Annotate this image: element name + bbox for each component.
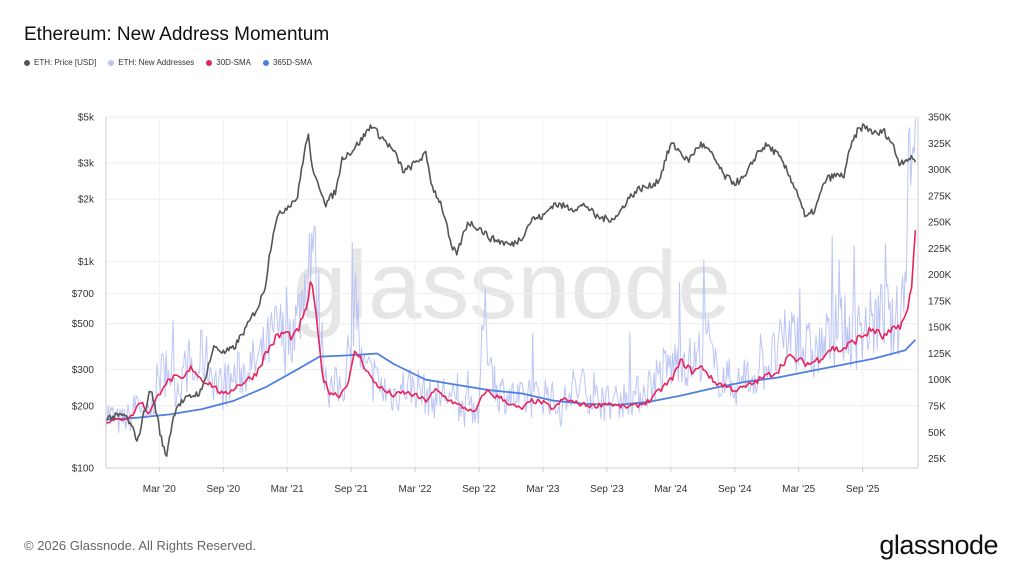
y-left-tick-label: $100 xyxy=(72,464,95,475)
y-left-tick-label: $2k xyxy=(78,195,95,206)
x-tick-label: Mar '20 xyxy=(143,484,176,495)
chart-legend: ETH: Price [USD] ETH: New Addresses 30D-… xyxy=(24,58,312,67)
watermark-text: glassnode xyxy=(293,232,731,339)
x-tick-label: Mar '22 xyxy=(399,484,432,495)
y-left-tick-label: $3k xyxy=(78,158,95,169)
x-tick-label: Sep '25 xyxy=(846,484,880,495)
y-right-tick-label: 275K xyxy=(928,191,952,202)
chart-title: Ethereum: New Address Momentum xyxy=(24,24,330,45)
x-tick-label: Sep '21 xyxy=(334,484,368,495)
y-right-tick-label: 50K xyxy=(928,428,946,439)
y-right-tick-label: 75K xyxy=(928,401,946,412)
y-right-tick-label: 225K xyxy=(928,244,952,255)
sma365-line xyxy=(105,339,917,421)
x-tick-label: Mar '25 xyxy=(782,484,815,495)
legend-item-price[interactable]: ETH: Price [USD] xyxy=(24,58,96,67)
y-right-tick-label: 200K xyxy=(928,270,952,281)
y-left-tick-label: $1k xyxy=(78,257,95,268)
y-left-tick-label: $500 xyxy=(72,319,95,330)
legend-dot-price xyxy=(24,59,30,66)
y-right-tick-label: 125K xyxy=(928,349,952,360)
y-right-tick-label: 300K xyxy=(928,165,952,176)
legend-item-new-addresses[interactable]: ETH: New Addresses xyxy=(108,58,194,67)
y-left-tick-label: $5k xyxy=(78,113,95,124)
sma30-line xyxy=(106,230,917,424)
legend-item-sma365[interactable]: 365D-SMA xyxy=(262,58,313,67)
series-group xyxy=(105,118,917,457)
copyright-text: © 2026 Glassnode. All Rights Reserved. xyxy=(24,538,257,553)
legend-dot-new-addresses xyxy=(108,59,115,66)
legend-dot-sma30 xyxy=(206,59,213,66)
price-line xyxy=(105,123,917,457)
y-right-tick-label: 150K xyxy=(928,323,952,334)
x-tick-label: Sep '22 xyxy=(462,484,496,495)
x-tick-label: Sep '24 xyxy=(718,484,752,495)
x-tick-label: Sep '20 xyxy=(206,484,240,495)
legend-label-price: ETH: Price [USD] xyxy=(34,58,97,67)
new-addresses-line xyxy=(105,118,916,433)
y-left-tick-label: $200 xyxy=(72,401,95,412)
legend-label-sma365: 365D-SMA xyxy=(272,58,313,67)
y-right-tick-label: 175K xyxy=(928,296,952,307)
axes-group: $5k $3k $2k $1k $700 $500 $300 $200 $100 350K 325K… xyxy=(72,113,952,496)
legend-item-sma30[interactable]: 30D-SMA xyxy=(206,58,251,67)
y-right-tick-label: 250K xyxy=(928,218,952,229)
x-tick-label: Mar '24 xyxy=(654,484,687,495)
legend-label-sma30: 30D-SMA xyxy=(216,58,251,67)
y-right-tick-label: 350K xyxy=(928,113,952,124)
x-tick-label: Mar '21 xyxy=(271,484,304,495)
y-left-tick-label: $300 xyxy=(72,365,95,376)
x-tick-label: Mar '23 xyxy=(526,484,559,495)
y-right-tick-label: 100K xyxy=(928,375,952,386)
glassnode-logo[interactable]: glassnode xyxy=(879,530,998,560)
y-left-tick-label: $700 xyxy=(72,289,95,300)
x-tick-label: Sep '23 xyxy=(590,484,624,495)
y-right-tick-label: 325K xyxy=(928,139,952,150)
y-right-tick-label: 25K xyxy=(928,454,946,465)
legend-label-new-addresses: ETH: New Addresses xyxy=(118,58,195,67)
legend-dot-sma365 xyxy=(262,59,269,66)
